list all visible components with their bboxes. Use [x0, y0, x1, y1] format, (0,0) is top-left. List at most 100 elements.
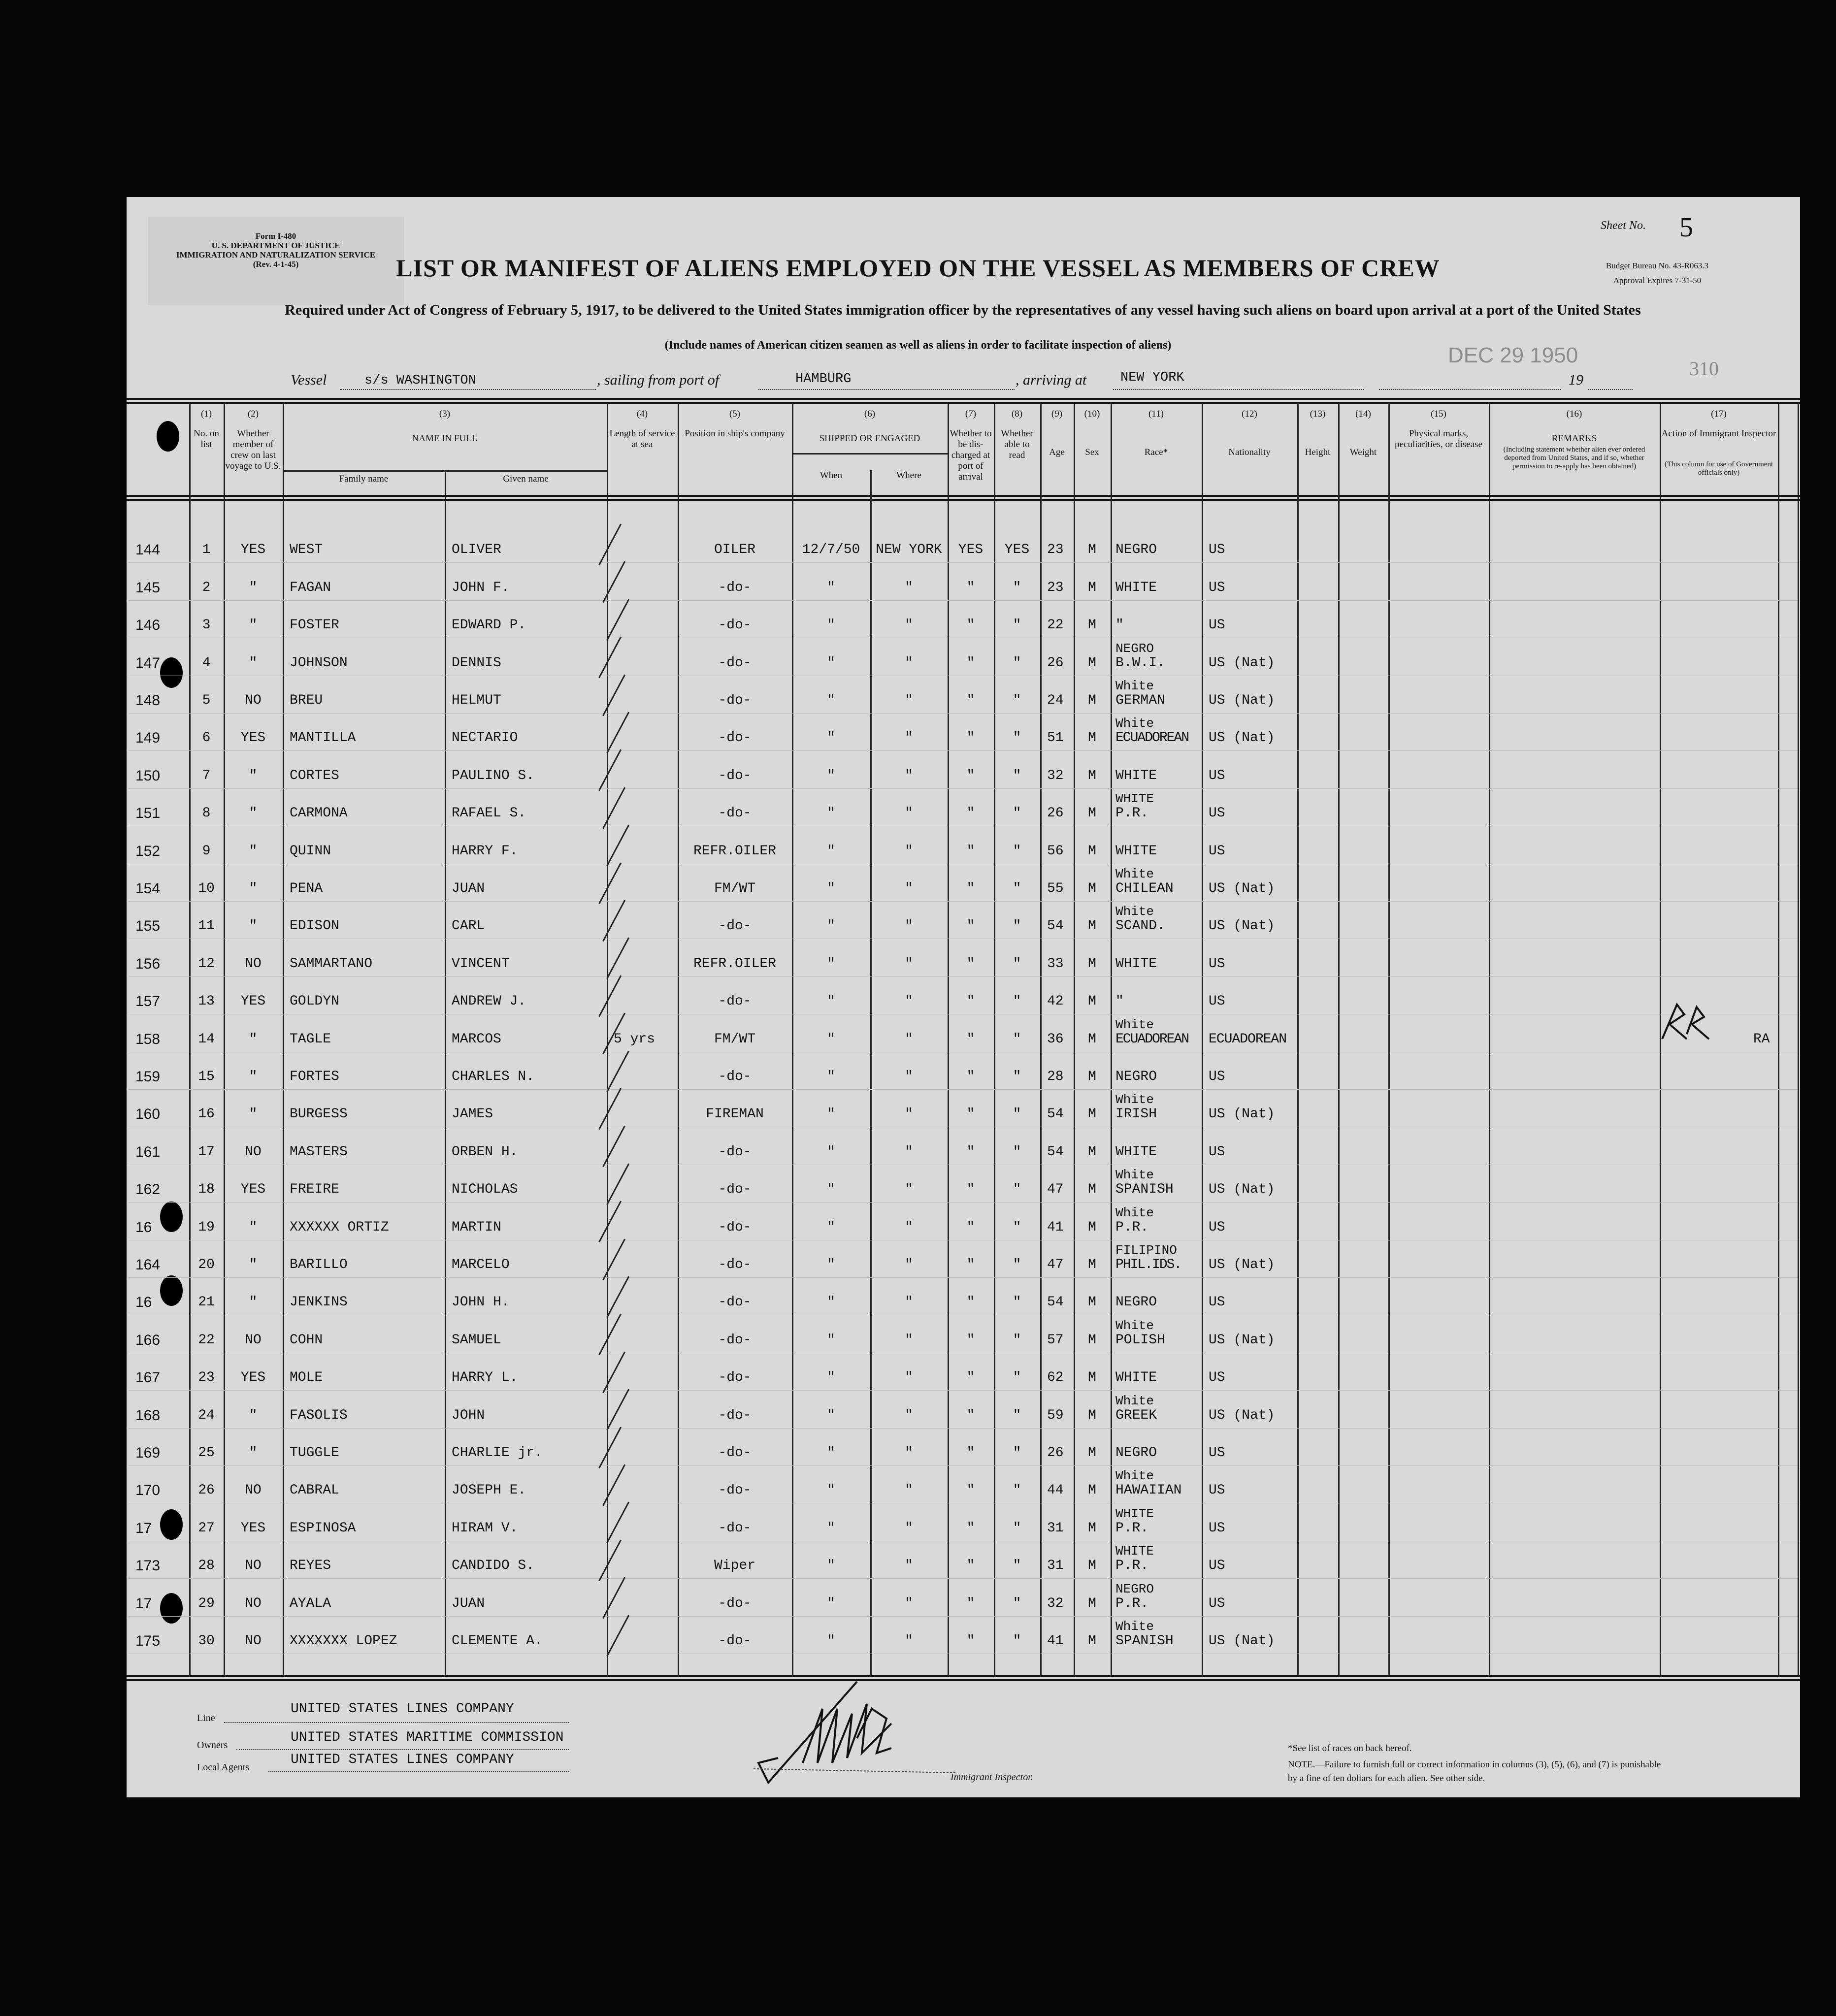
cell-family-name: BURGESS [290, 1106, 348, 1122]
header-bottom-rule [127, 495, 1800, 501]
cell-given-name: VINCENT [452, 956, 510, 972]
cell-race-line2: " [1115, 618, 1124, 633]
cell-sheet-line-number: 170 [135, 1482, 161, 1498]
row-rule [129, 1089, 1798, 1090]
cell-nationality: US [1209, 1596, 1225, 1611]
cell-shipped-where: " [905, 1596, 913, 1611]
cell-age: 26 [1047, 1445, 1064, 1461]
cell-race-line2: NEGRO [1115, 1295, 1157, 1310]
column-divider [1660, 404, 1661, 1675]
cell-family-name: XXXXXX ORTIZ [290, 1220, 389, 1235]
cell-shipped-where: " [905, 1633, 913, 1649]
cell-row-number: 6 [202, 730, 211, 746]
header-race: Race* [1144, 447, 1168, 457]
cell-member-last-voyage: YES [240, 730, 266, 746]
cell-shipped-when: " [827, 1032, 835, 1047]
cell-able-to-read: " [1013, 1069, 1021, 1084]
cell-shipped-when: " [827, 1069, 835, 1084]
cell-row-number: 17 [198, 1144, 215, 1160]
cell-given-name: ORBEN H. [452, 1144, 518, 1160]
cell-position: -do- [718, 580, 752, 595]
cell-shipped-when: " [827, 994, 835, 1009]
cell-sex: M [1088, 1220, 1096, 1235]
cell-sex: M [1088, 1483, 1096, 1498]
cell-shipped-when: " [827, 693, 835, 708]
cell-race-line1: White [1115, 1092, 1154, 1107]
cell-nationality: US (Nat) [1209, 1408, 1275, 1423]
cell-given-name: NECTARIO [452, 730, 518, 746]
column-number: (6) [864, 409, 876, 419]
cell-able-to-read: " [1013, 1445, 1021, 1461]
row-rule [129, 562, 1798, 563]
cell-family-name: ESPINOSA [290, 1521, 356, 1536]
cell-sex: M [1088, 542, 1096, 557]
cell-discharged: " [966, 1558, 975, 1573]
cell-row-number: 4 [202, 655, 211, 671]
cell-discharged: " [966, 956, 975, 972]
cell-discharged: " [966, 994, 975, 1009]
cell-shipped-when: " [827, 1483, 835, 1498]
cell-nationality: US [1209, 1220, 1225, 1235]
row-rule [129, 1578, 1798, 1579]
cell-shipped-when: " [827, 956, 835, 972]
cell-row-number: 25 [198, 1445, 215, 1461]
cell-race-line1: White [1115, 1168, 1154, 1182]
cell-nationality: US [1209, 1483, 1225, 1498]
sailing-label: , sailing from port of [597, 372, 720, 388]
row-rule [129, 1390, 1798, 1391]
cell-shipped-when: " [827, 1408, 835, 1423]
column-number: (3) [439, 409, 451, 419]
cell-shipped-when: " [827, 1333, 835, 1348]
header-action-title: Action of Immigrant Inspector [1661, 428, 1776, 439]
cell-member-last-voyage: " [249, 881, 258, 896]
cell-race-line2: B.W.I. [1115, 655, 1165, 671]
cell-shipped-when: " [827, 918, 835, 934]
cell-family-name: MANTILLA [290, 730, 356, 746]
column-number: (16) [1566, 409, 1582, 419]
cell-shipped-where: " [905, 994, 913, 1009]
column-divider [792, 404, 793, 1675]
cell-member-last-voyage: YES [240, 994, 266, 1009]
cell-nationality: US [1209, 542, 1225, 557]
cell-shipped-when: " [827, 1596, 835, 1611]
cell-family-name: MASTERS [290, 1144, 348, 1160]
cell-nationality: US [1209, 1069, 1225, 1084]
column-divider [607, 404, 608, 1675]
cell-member-last-voyage: NO [245, 1596, 262, 1611]
cell-given-name: HARRY F. [452, 844, 518, 859]
cell-sheet-line-number: 17 [135, 1595, 152, 1612]
cell-position: REFR.OILER [693, 844, 777, 859]
cell-row-number: 22 [198, 1333, 215, 1348]
column-number: (15) [1431, 409, 1446, 419]
cell-nationality: US [1209, 618, 1225, 633]
header-nationality: Nationality [1228, 447, 1271, 457]
cell-discharged: " [966, 881, 975, 896]
cell-sheet-line-number: 17 [135, 1520, 152, 1536]
cell-sex: M [1088, 1633, 1096, 1649]
cell-member-last-voyage: " [249, 768, 258, 783]
cell-member-last-voyage: " [249, 618, 258, 633]
cell-race-line1: White [1115, 867, 1154, 881]
cell-family-name: GOLDYN [290, 994, 339, 1009]
cell-position: -do- [718, 918, 752, 934]
cell-race-line2: SCAND. [1115, 918, 1165, 934]
cell-family-name: FORTES [290, 1069, 339, 1084]
cell-row-number: 21 [198, 1295, 215, 1310]
cell-age: 33 [1047, 956, 1064, 972]
cell-shipped-where: " [905, 1032, 913, 1047]
cell-family-name: PENA [290, 881, 323, 896]
cell-member-last-voyage: " [249, 1445, 258, 1461]
port-from: HAMBURG [795, 372, 852, 387]
cell-row-number: 5 [202, 693, 211, 708]
cell-sheet-line-number: 16 [135, 1294, 152, 1310]
column-divider [994, 404, 995, 1675]
name-subheader-rule [283, 470, 607, 472]
cell-family-name: XXXXXXX LOPEZ [290, 1633, 397, 1649]
cell-position: -do- [718, 1596, 752, 1611]
cell-race-line2: HAWAIIAN [1115, 1483, 1182, 1498]
column-divider [445, 470, 446, 1675]
cell-position: -do- [718, 693, 752, 708]
column-divider [283, 404, 284, 1675]
cell-shipped-when: " [827, 768, 835, 783]
revision: (Rev. 4-1-45) [253, 260, 299, 269]
